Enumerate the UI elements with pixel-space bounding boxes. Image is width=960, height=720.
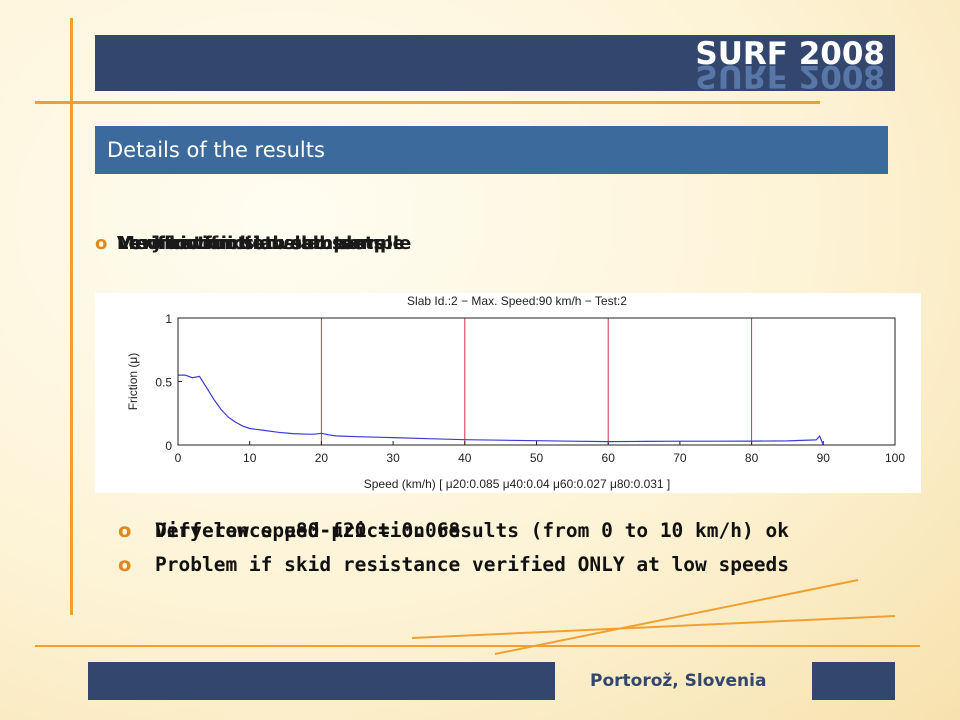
plot-frame [177, 317, 896, 446]
horizontal-accent-line-bottom [35, 645, 920, 647]
x-tick-label: 70 [673, 451, 687, 465]
horizontal-accent-line-top [35, 101, 820, 104]
surf-2008-logo: SURF 2008 SURF 2008 [695, 36, 885, 91]
bullet-text-layer-4: Verification between tests [117, 233, 385, 254]
vertical-accent-line [70, 18, 73, 615]
y-tick-label: 1 [165, 312, 172, 326]
x-tick-label: 50 [530, 451, 544, 465]
friction-curve [178, 374, 824, 446]
section-title: Details of the results [107, 138, 325, 162]
chart-title: Slab Id.:2 − Max. Speed:90 km/h − Test:2 [407, 294, 627, 308]
x-tick-label: 30 [386, 451, 400, 465]
bullet-text-layer-b: Very low speed-friction results (from 0 … [155, 519, 789, 542]
chart-panel: Slab Id.:2 − Max. Speed:90 km/h − Test:2… [95, 293, 921, 493]
section-title-bar: Details of the results [95, 126, 888, 174]
bullet-text-layer-2: Low friction slab sample [117, 233, 365, 254]
x-tick-label: 100 [885, 451, 905, 465]
bullet-text-layer-3: Very low friction slab sample [117, 233, 412, 254]
bullet-line-2: o Problem if skid resistance verified ON… [118, 553, 789, 576]
header-bar [95, 35, 895, 91]
x-tick-label: 60 [602, 451, 616, 465]
logo-reflection: SURF 2008 [695, 58, 885, 91]
footer-location: Portorož, Slovenia [590, 671, 767, 691]
bullet-text-layer-1: Medium friction slab sample [117, 233, 405, 254]
footer-bar-right [812, 662, 895, 700]
bullet-marker: o [95, 233, 108, 254]
bullet-line-1: o Difference µ80-µ20 = 0.068 Very low sp… [118, 519, 789, 542]
friction-chart: Slab Id.:2 − Max. Speed:90 km/h − Test:2… [126, 294, 905, 491]
y-tick-label: 0.5 [155, 376, 172, 390]
x-tick-label: 80 [745, 451, 759, 465]
x-tick-label: 20 [315, 451, 329, 465]
logo-text: SURF 2008 [695, 36, 885, 72]
x-axis-label: Speed (km/h) [ μ20:0.085 μ40:0.04 μ60:0.… [364, 477, 671, 491]
footer-bar-left [88, 662, 555, 700]
bullet-text: Problem if skid resistance verified ONLY… [155, 553, 789, 576]
y-tick-label: 0 [165, 439, 172, 453]
top-bullet: o Medium friction slab sample Low fricti… [95, 233, 411, 254]
bullet-marker: o [118, 519, 132, 542]
y-axis-label: Friction (μ) [126, 353, 140, 411]
bullet-text-layer-a: Difference µ80-µ20 = 0.068 [155, 519, 461, 542]
x-tick-label: 90 [817, 451, 831, 465]
x-tick-label: 40 [458, 451, 472, 465]
x-tick-label: 10 [243, 451, 257, 465]
bullet-marker: o [118, 553, 132, 576]
x-tick-label: 0 [175, 451, 182, 465]
